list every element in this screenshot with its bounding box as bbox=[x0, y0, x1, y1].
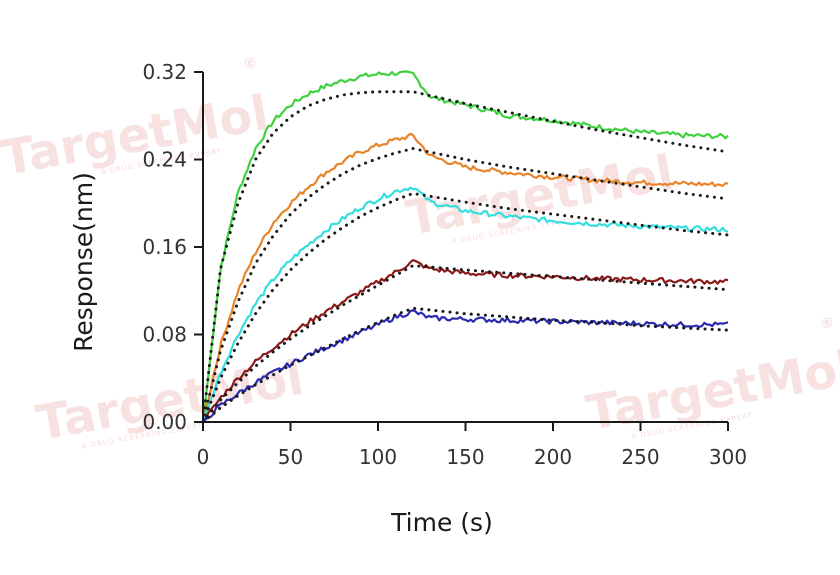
series-4 bbox=[201, 259, 730, 424]
watermark-top: TargetMol A DRUG SCREENING EXPERT bbox=[0, 85, 273, 187]
x-tick-label: 100 bbox=[359, 445, 397, 469]
watermark-right: TargetMol A DRUG SCREENING EXPERT bbox=[582, 340, 840, 442]
axis-ticks: 0 50 100 150 200 250 300 0.00 0.08 0.16 0.24 0.32 bbox=[142, 60, 747, 469]
y-tick-label: 0.24 bbox=[142, 148, 187, 172]
x-tick-label: 300 bbox=[709, 445, 747, 469]
x-tick-label: 150 bbox=[446, 445, 484, 469]
series-1 bbox=[201, 70, 730, 424]
series-5-fit-line bbox=[201, 306, 730, 424]
series-1-measured-line bbox=[201, 70, 729, 423]
watermark-left: TargetMol A DRUG SCREENING EXPERT bbox=[32, 350, 307, 452]
y-tick-label: 0.00 bbox=[142, 410, 187, 434]
series-2-measured-line bbox=[201, 132, 729, 423]
watermark-brand: TargetMol bbox=[32, 350, 307, 452]
x-tick-label: 250 bbox=[621, 445, 659, 469]
plot-area bbox=[201, 70, 730, 424]
series-2-fit-line bbox=[201, 147, 730, 424]
x-tick-label: 50 bbox=[278, 445, 303, 469]
watermark-symbol: ® bbox=[820, 316, 834, 332]
series-3-fit-line bbox=[201, 191, 730, 424]
watermark-brand: TargetMol bbox=[0, 85, 273, 187]
series-3-measured-line bbox=[201, 186, 729, 423]
series-4-measured-line bbox=[202, 259, 729, 423]
x-tick-label: 0 bbox=[197, 445, 210, 469]
series-3 bbox=[201, 186, 730, 424]
series-5 bbox=[201, 306, 730, 424]
y-tick-label: 0.16 bbox=[142, 235, 187, 259]
series-4-fit-line bbox=[201, 264, 730, 424]
watermark-symbol: ® bbox=[243, 56, 257, 72]
x-tick-label: 200 bbox=[534, 445, 572, 469]
series-2 bbox=[201, 132, 730, 424]
y-tick-label: 0.32 bbox=[142, 60, 187, 84]
y-tick-label: 0.08 bbox=[142, 323, 187, 347]
y-axis-title: Response(nm) bbox=[69, 172, 98, 352]
x-axis-title: Time (s) bbox=[390, 508, 493, 537]
watermark-group: TargetMol A DRUG SCREENING EXPERT ® Targ… bbox=[0, 56, 840, 452]
